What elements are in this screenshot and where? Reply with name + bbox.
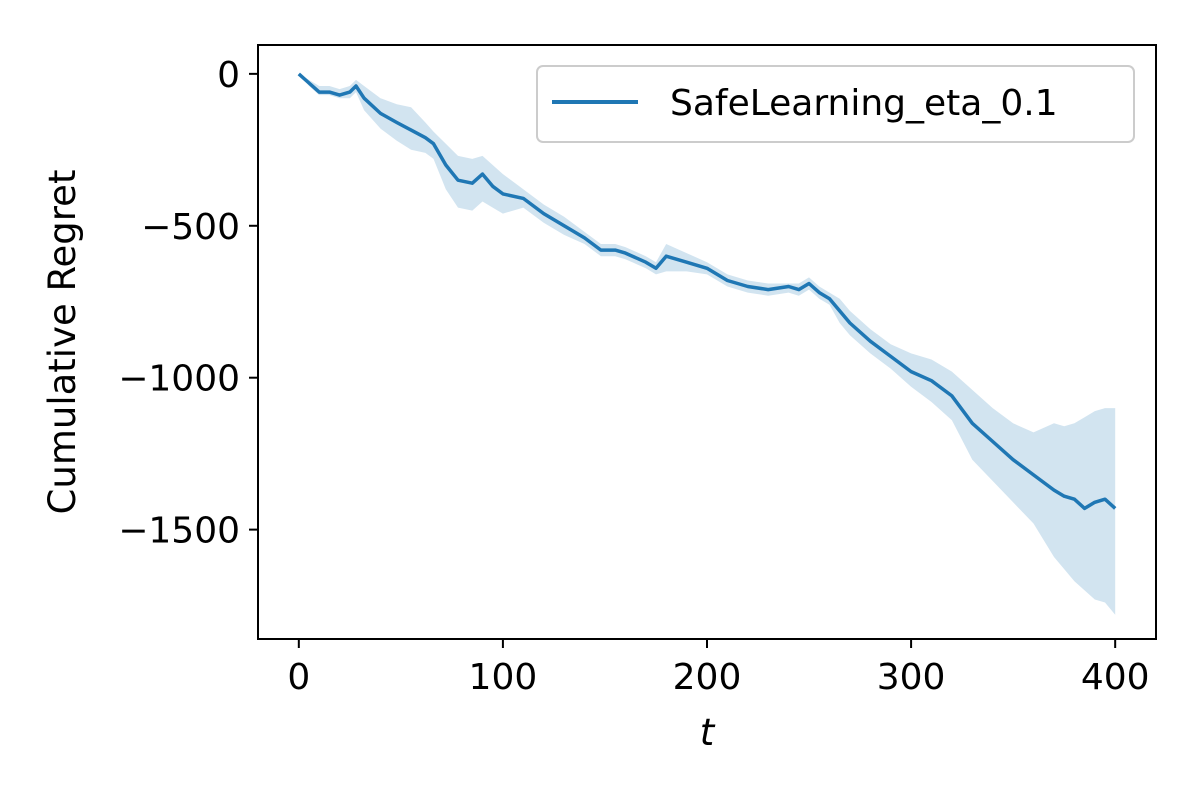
legend-label: SafeLearning_eta_0.1	[670, 83, 1058, 124]
y-axis-ticks: 0 −500 −1000 −1500	[118, 55, 258, 552]
x-tick-label: 100	[469, 657, 538, 698]
y-tick-label: 0	[217, 55, 240, 96]
confidence-band	[298, 73, 1116, 615]
x-tick-label: 300	[877, 657, 946, 698]
x-tick-label: 200	[673, 657, 742, 698]
x-axis-ticks: 0 100 200 300 400	[287, 639, 1150, 698]
y-tick-label: −1000	[118, 359, 240, 400]
confidence-band-layer	[298, 73, 1116, 615]
legend-box	[536, 65, 1135, 143]
y-tick-label: −1500	[118, 511, 240, 552]
series-line-layer	[297, 72, 1117, 511]
x-tick-label: 0	[287, 657, 310, 698]
series-line	[297, 72, 1117, 511]
legend: SafeLearning_eta_0.1	[536, 65, 1135, 143]
x-axis-label: t	[700, 711, 716, 754]
y-axis-label: Cumulative Regret	[41, 170, 84, 515]
x-tick-label: 400	[1081, 657, 1150, 698]
y-tick-label: −500	[141, 207, 240, 248]
